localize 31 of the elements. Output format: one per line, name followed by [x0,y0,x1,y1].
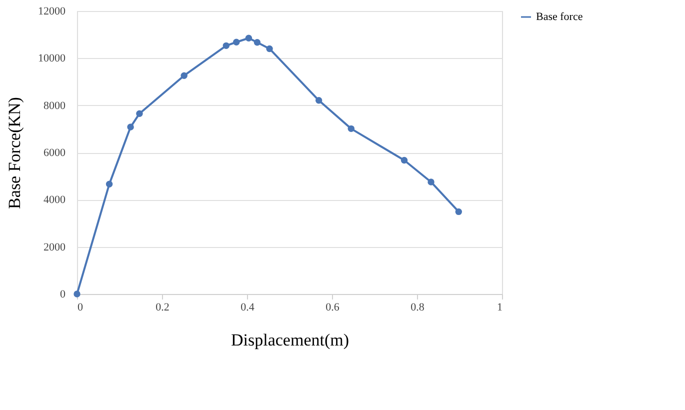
point [127,124,134,130]
point [106,180,113,188]
point [315,97,322,104]
point [428,178,434,186]
x-tick-label: 0.6 [326,302,340,314]
y-tick-label: 2000 [44,241,66,254]
y-tick-label: 12000 [38,6,66,18]
x-axis-title: Displacement(m) [230,330,350,350]
point [136,110,143,117]
point [222,42,230,50]
point [400,156,408,164]
x-tick-label: 0.2 [156,302,170,314]
y-tick-label: 8000 [44,100,66,112]
x-tick-label: 0.4 [240,302,255,314]
point [266,45,273,52]
x-tick-label: 0 [78,302,84,314]
y-tick-label: 4000 [44,194,66,206]
point [254,39,261,46]
y-axis-title: Base Force(KN) [5,97,24,209]
point [74,290,80,298]
x-tick-label: 1 [497,302,502,314]
x-tick-label: 0.8 [410,302,425,314]
y-tick-label: 10000 [38,52,66,65]
point [233,38,240,46]
point [245,34,252,42]
y-tick-label: 6000 [44,147,66,159]
point [348,125,354,132]
point [180,72,188,79]
legend-label: Base force [536,11,583,23]
y-tick-label: 0 [60,288,66,300]
point [455,208,462,216]
